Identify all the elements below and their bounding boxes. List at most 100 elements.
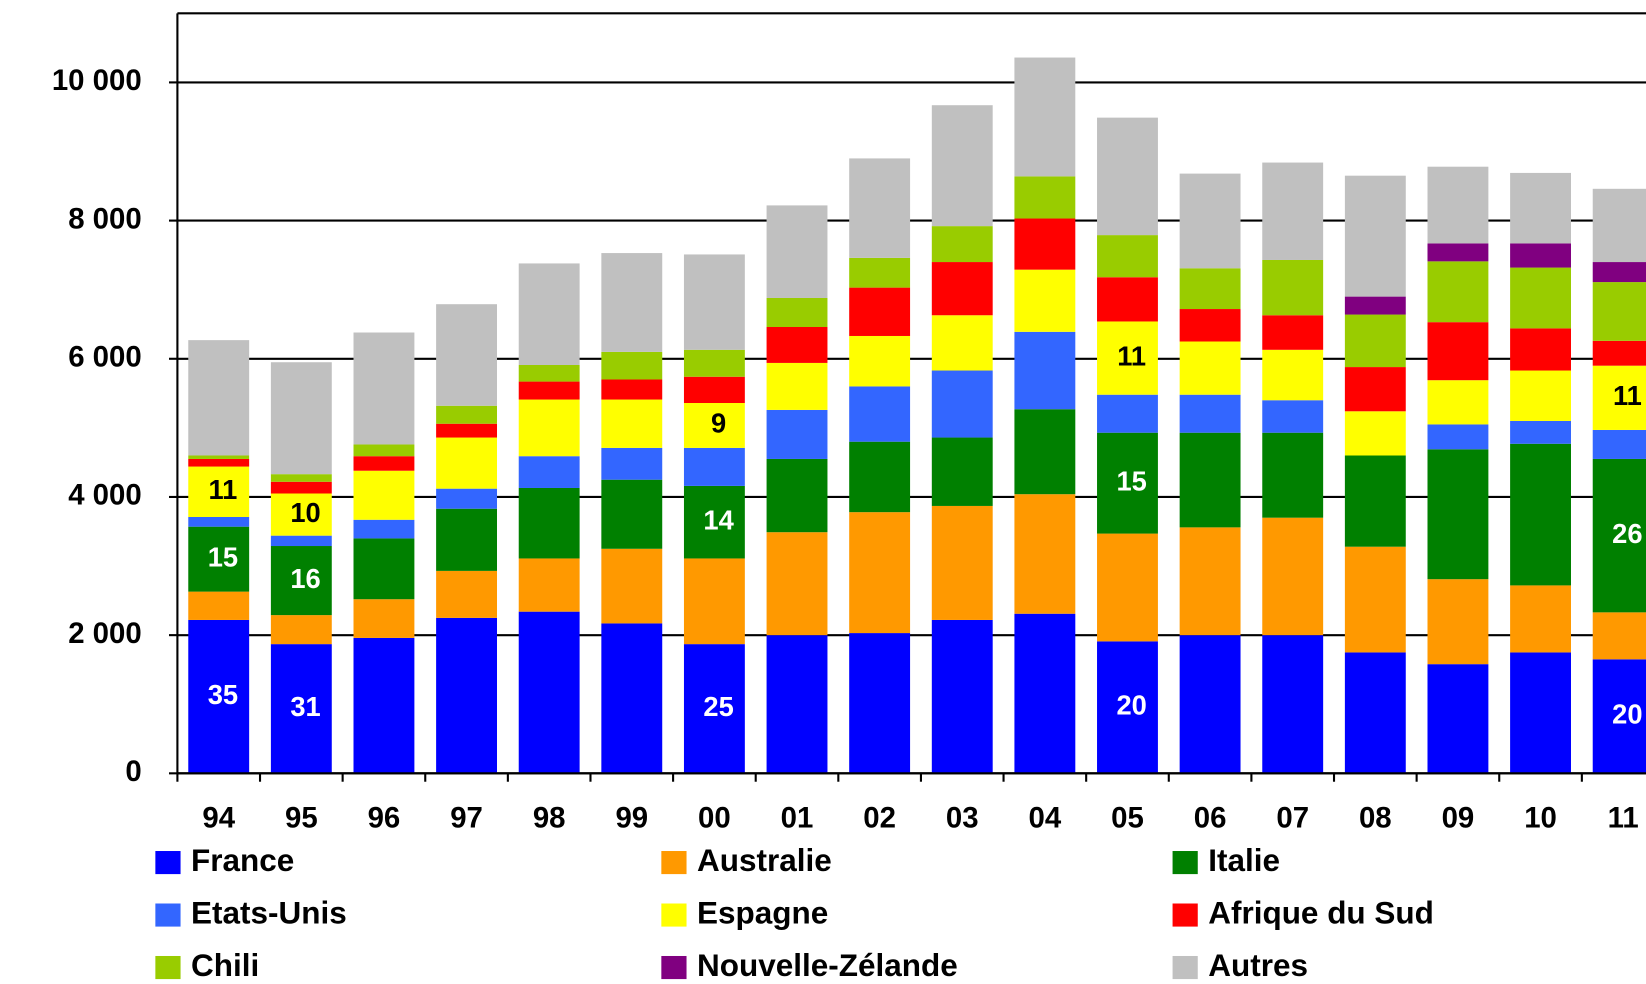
bar-segment [683, 485, 745, 559]
bar-segment [1262, 635, 1324, 774]
bar-segment [436, 304, 498, 406]
x-tick-label: 05 [1111, 801, 1144, 834]
bar-segment [766, 635, 828, 774]
bar-segment [601, 253, 663, 352]
bar-segment [849, 287, 911, 336]
bar-segment [518, 399, 580, 457]
bar-segment [1262, 349, 1324, 401]
bar-segment [1592, 262, 1646, 283]
x-tick-label: 99 [615, 801, 648, 834]
legend-swatch [155, 903, 181, 927]
bar-segment [1344, 455, 1406, 547]
bar-segment [849, 512, 911, 634]
bar-segment [1344, 652, 1406, 774]
bar-segment [931, 262, 993, 316]
bar-segment [849, 386, 911, 442]
bar-segment [518, 558, 580, 612]
bar-segment [931, 105, 993, 227]
bar-segment [1097, 533, 1158, 642]
bar-segment [683, 376, 745, 403]
bar-segment [1344, 314, 1406, 368]
bar-segment [1510, 420, 1571, 444]
bar-segment [270, 535, 332, 547]
legend-label: Australie [697, 842, 832, 878]
bar-segment [1510, 267, 1571, 329]
bar-segment [1592, 188, 1646, 263]
bar-segment [1427, 664, 1489, 774]
bar-segment [766, 297, 828, 327]
bar-segment [766, 409, 828, 459]
bar-segment [1427, 322, 1489, 381]
bar-segment [1179, 432, 1241, 528]
bar-segment [1179, 635, 1241, 774]
bar-segment [188, 591, 250, 620]
bar-segment [931, 505, 993, 620]
bar-segment [766, 532, 828, 636]
x-tick-label: 10 [1524, 801, 1557, 834]
bar-segment [601, 479, 663, 549]
bar-segment [601, 399, 663, 448]
bar-segment [849, 441, 911, 513]
bar-segment [1427, 449, 1489, 580]
x-tick-label: 94 [202, 801, 235, 834]
bar-segment [849, 158, 911, 258]
x-tick-label: 02 [863, 801, 896, 834]
bar-segment [1427, 579, 1489, 665]
bar-segment [1179, 341, 1241, 395]
legend-swatch [1172, 903, 1198, 927]
bar-segment [1097, 321, 1158, 395]
legend-label: Etats-Unis [191, 894, 347, 930]
bar-segment [1592, 365, 1646, 430]
bar-segment [1510, 172, 1571, 244]
x-tick-label: 98 [533, 801, 566, 834]
x-tick-label: 08 [1359, 801, 1392, 834]
data-label: 20 [1116, 690, 1146, 721]
bar-segment [1097, 394, 1158, 433]
bar-segment [931, 370, 993, 438]
x-tick-label: 04 [1029, 801, 1062, 834]
bar-segment [353, 599, 415, 638]
legend-swatch [661, 955, 687, 980]
x-tick-label: 97 [450, 801, 483, 834]
bar-segment [353, 456, 415, 471]
bar-segment [436, 488, 498, 509]
bar-segment [1262, 400, 1324, 433]
bar-segment [1262, 259, 1324, 316]
bar-segment [188, 526, 250, 592]
bar-segment [1262, 162, 1324, 260]
bar-segment [1014, 176, 1076, 219]
legend-label: France [191, 842, 294, 878]
data-label: 11 [1613, 380, 1642, 411]
data-label: 15 [208, 541, 238, 572]
bar-segment [353, 444, 415, 457]
legend-swatch [661, 903, 687, 927]
bar-segment [353, 332, 415, 445]
bar-segment [601, 379, 663, 400]
bar-segment [518, 456, 580, 488]
bar-segment [1592, 282, 1646, 341]
y-tick-label: 8 000 [68, 202, 142, 235]
bar-segment [188, 516, 250, 527]
bar-segment [1014, 331, 1076, 410]
bar-segment [1592, 458, 1646, 613]
bar-segment [1510, 370, 1571, 421]
bar-segment [1262, 432, 1324, 518]
data-label: 16 [290, 563, 320, 594]
bar-segment [849, 335, 911, 387]
bar-segment [188, 455, 250, 459]
bar-segment [1014, 409, 1076, 495]
data-label: 11 [1117, 340, 1146, 371]
bar-segment [518, 487, 580, 559]
bar-segment [270, 481, 332, 494]
legend-label: Italie [1208, 842, 1280, 878]
x-tick-label: 11 [1608, 801, 1639, 834]
data-label: 25 [703, 691, 733, 722]
bar-segment [931, 315, 993, 371]
bar-segment [1097, 641, 1158, 774]
legend-label: Espagne [697, 894, 828, 930]
bar-segment [1344, 546, 1406, 653]
bar-segment [436, 508, 498, 571]
bar-segment [1344, 175, 1406, 297]
bar-segment [601, 548, 663, 624]
bar-segment [601, 623, 663, 774]
